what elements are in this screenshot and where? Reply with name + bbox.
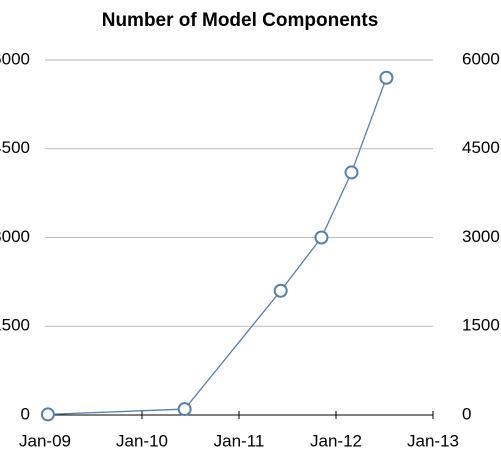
x-tick-label: Jan-09: [19, 431, 71, 450]
point: [273, 283, 288, 298]
x-tick-label: Jan-12: [310, 431, 362, 450]
y-tick-label: 4500: [0, 138, 30, 157]
y2-tick-label: 1500: [462, 316, 500, 335]
y-tick-label: 1500: [0, 316, 30, 335]
chart-title: Number of Model Components: [102, 10, 379, 31]
series-line: [47, 77, 388, 416]
point: [344, 165, 359, 180]
x-tick-label: Jan-11: [214, 431, 265, 450]
x-tick-label: Jan-13: [407, 431, 459, 450]
x-tick-label: Jan-10: [116, 431, 168, 450]
point: [314, 230, 329, 245]
y-tick-label: 0: [21, 404, 30, 423]
y-tick-label: 6000: [0, 49, 30, 68]
point: [177, 402, 192, 417]
y2-tick-label: 3000: [462, 227, 500, 246]
y2-tick-label: 0: [462, 404, 471, 423]
point: [379, 70, 394, 85]
y-tick-label: 3000: [0, 227, 30, 246]
point: [40, 407, 55, 422]
y2-tick-label: 4500: [462, 138, 500, 157]
y2-tick-label: 6000: [462, 49, 500, 68]
